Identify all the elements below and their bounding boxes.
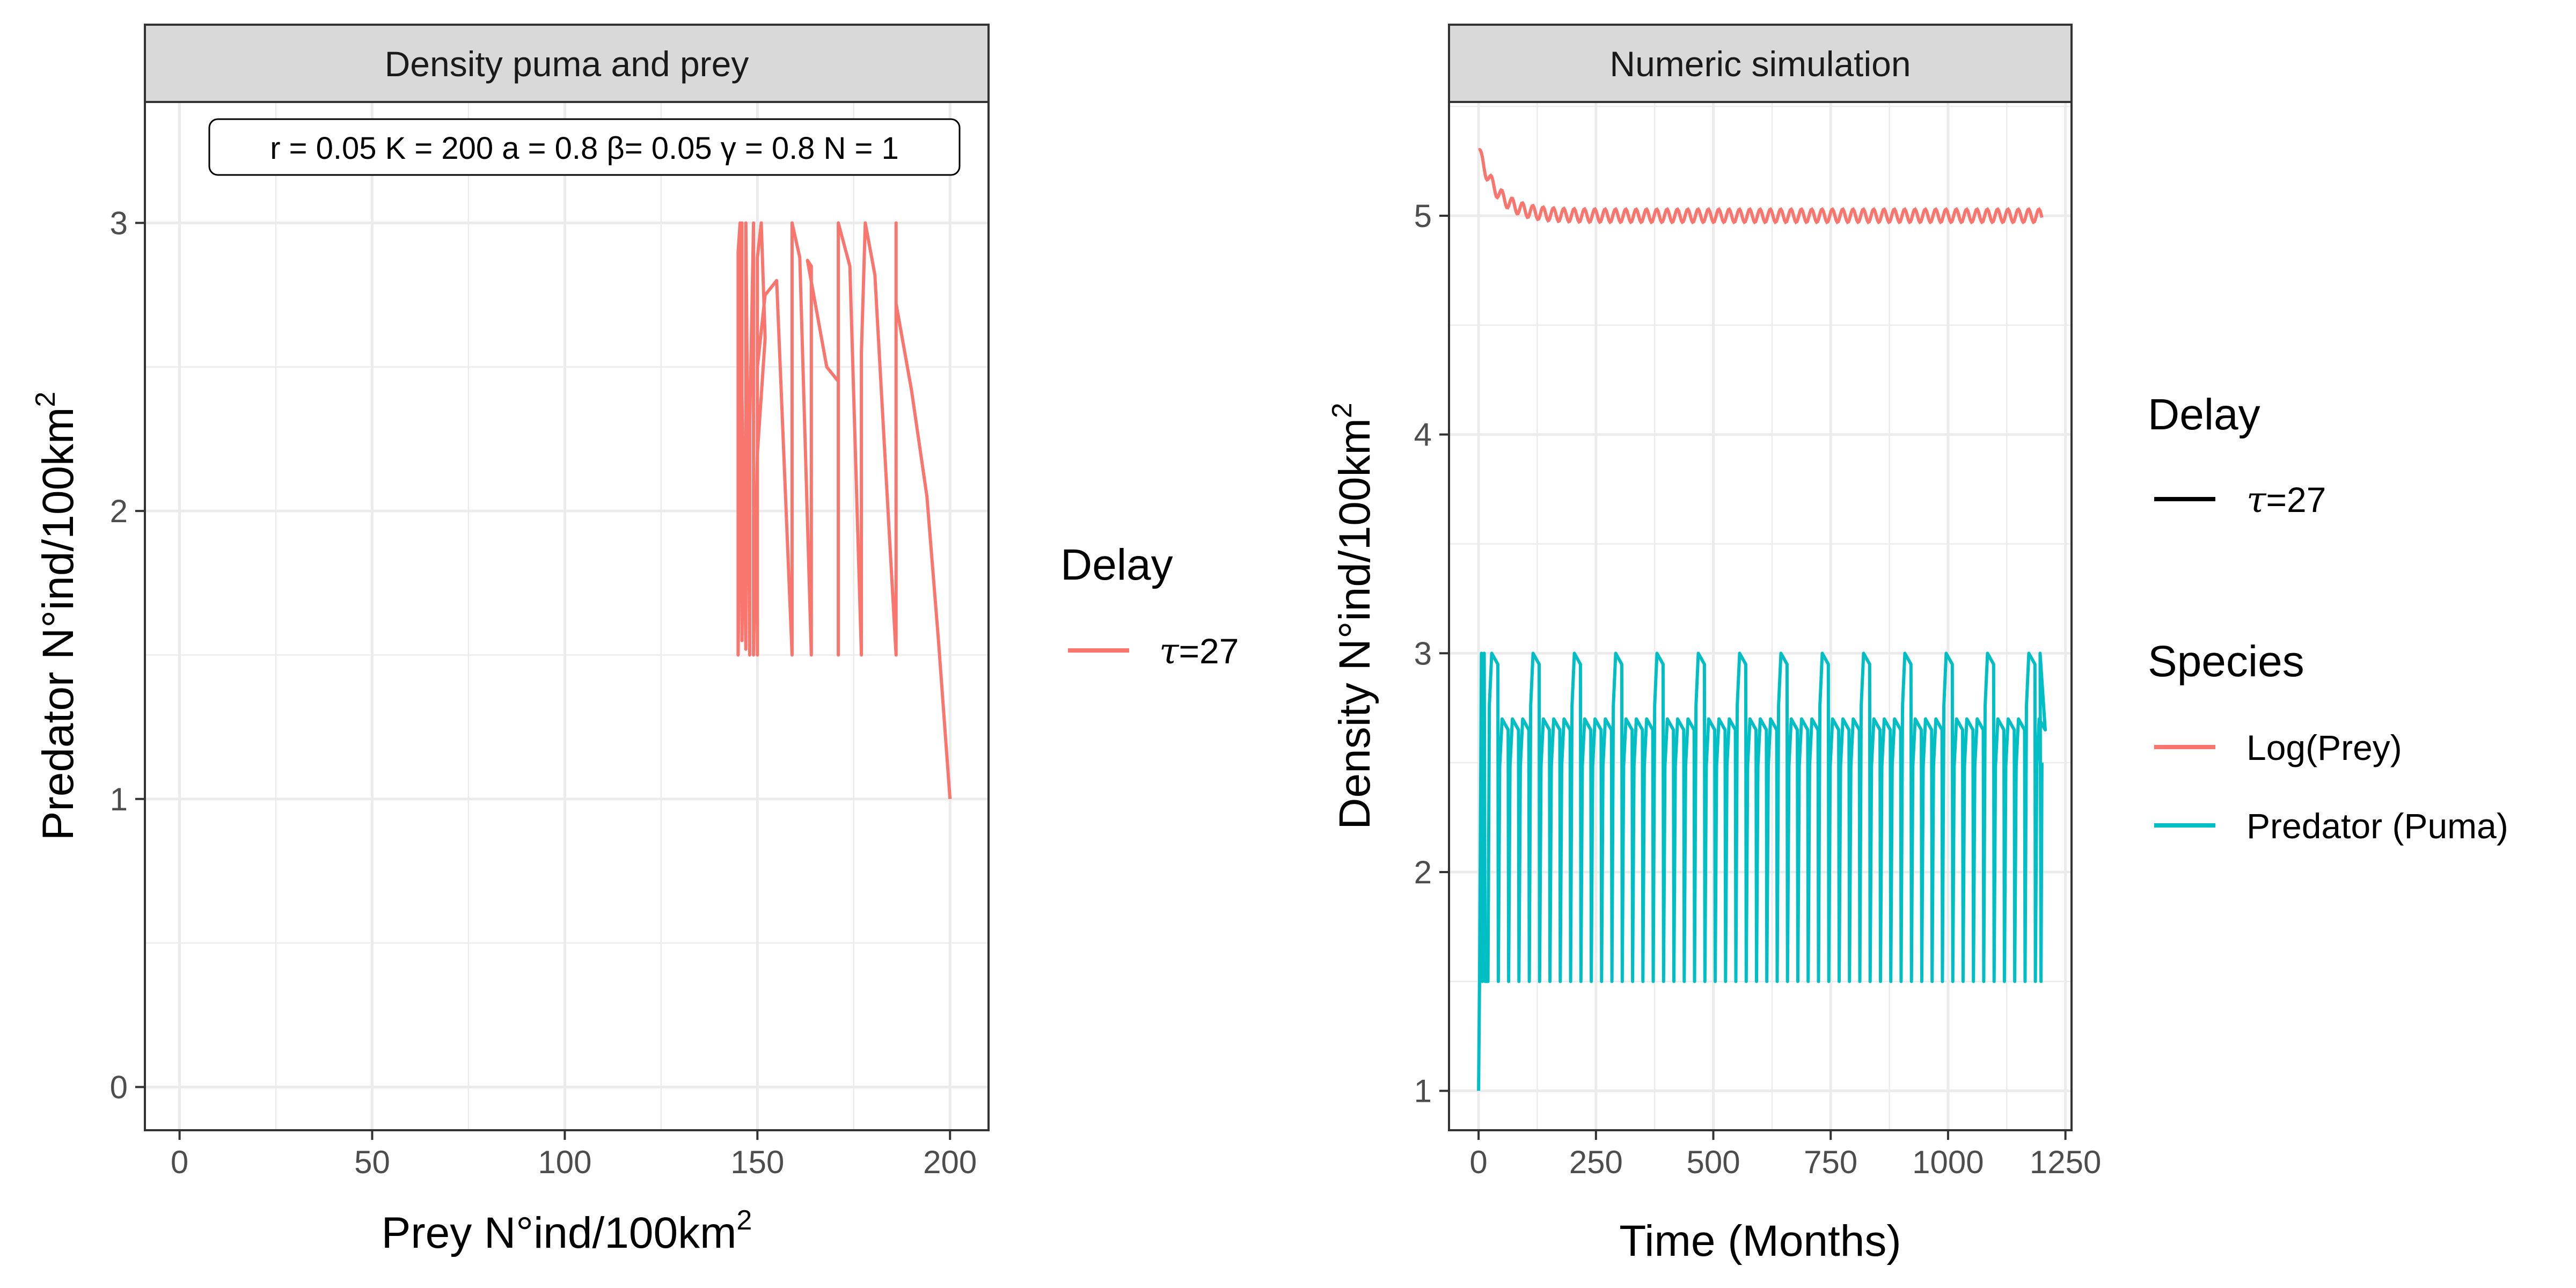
delay-legend-label: τ=27: [2246, 479, 2326, 521]
timeseries-x-tick-label: 500: [1686, 1144, 1740, 1180]
phase-y-tick-label: 0: [110, 1069, 128, 1105]
timeseries-panel-background: [1449, 102, 2072, 1130]
annotation-box: [208, 118, 961, 176]
phase-x-tick-label: 0: [171, 1144, 188, 1180]
timeseries-x-tick-label: 0: [1469, 1144, 1487, 1180]
phase-strip: [144, 24, 990, 103]
phase-y-axis-title-text: Predator N°ind/100km: [34, 407, 83, 841]
annotation-text: r = 0.05 K = 200 a = 0.8 β= 0.05 γ = 0.8…: [270, 131, 899, 166]
species-legend-label-prey: Log(Prey): [2246, 728, 2402, 767]
delay-legend-tau-symbol: τ: [2246, 479, 2267, 521]
timeseries-y-tick-label: 4: [1414, 417, 1432, 453]
phase-x-tick-label: 100: [538, 1144, 591, 1180]
phase-panel-title: Density puma and prey: [385, 44, 749, 84]
phase-legend-label-rest: =27: [1179, 631, 1239, 671]
timeseries-series-log-prey: [1478, 148, 2044, 225]
timeseries-y-tick-label: 2: [1414, 854, 1432, 890]
phase-axis-ticks: 0 50 100 150 200 0 1 2 3: [110, 205, 977, 1180]
phase-legend: Delay τ=27: [1060, 540, 1239, 672]
phase-y-tick-label: 3: [110, 205, 128, 241]
phase-legend-label: τ=27: [1159, 631, 1239, 672]
timeseries-x-tick-label: 1250: [2030, 1144, 2101, 1180]
species-legend-title: Species: [2148, 637, 2304, 686]
species-legend-label-predator: Predator (Puma): [2246, 806, 2508, 846]
timeseries-lines: [1477, 148, 2047, 1091]
delay-legend-title: Delay: [2148, 390, 2260, 439]
timeseries-x-tick-label: 250: [1569, 1144, 1623, 1180]
timeseries-y-tick-label: 5: [1414, 198, 1432, 234]
phase-y-axis-title: Predator N°ind/100km2: [30, 392, 83, 841]
phase-x-axis-title: Prey N°ind/100km2: [382, 1205, 752, 1257]
phase-legend-title: Delay: [1060, 540, 1173, 589]
timeseries-panel-title: Numeric simulation: [1609, 44, 1911, 84]
phase-x-tick-label: 200: [923, 1144, 977, 1180]
timeseries-strip: [1448, 24, 2073, 103]
timeseries-series-predator: [1477, 652, 2047, 1091]
timeseries-legend: Delay τ=27 Species Log(Prey) Predator (P…: [2148, 390, 2508, 846]
timeseries-y-tick-label: 3: [1414, 635, 1432, 671]
phase-series-line: [736, 221, 952, 800]
phase-y-tick-label: 2: [110, 493, 128, 529]
timeseries-x-axis-title: Time (Months): [1619, 1217, 1901, 1265]
timeseries-y-axis-title: Density N°ind/100km2: [1327, 402, 1379, 829]
parameter-annotation: r = 0.05 K = 200 a = 0.8 β= 0.05 γ = 0.8…: [208, 118, 961, 176]
delay-legend-label-rest: =27: [2266, 480, 2326, 519]
phase-y-axis-title-sup: 2: [30, 392, 61, 407]
phase-panel: Density puma and prey r = 0.05 K = 200 a…: [30, 24, 990, 1257]
timeseries-panel: Numeric simulation 0 250 500 750 1000 1250 1 2 3…: [1327, 24, 2102, 1265]
timeseries-y-axis-title-sup: 2: [1327, 402, 1358, 418]
phase-y-tick-label: 1: [110, 781, 128, 817]
timeseries-x-tick-label: 750: [1804, 1144, 1857, 1180]
timeseries-y-tick-label: 1: [1414, 1073, 1432, 1109]
phase-x-axis-title-sup: 2: [736, 1205, 752, 1236]
phase-x-tick-label: 150: [730, 1144, 784, 1180]
phase-x-tick-label: 50: [354, 1144, 390, 1180]
phase-trajectory: [736, 221, 952, 800]
phase-x-axis-title-text: Prey N°ind/100km: [382, 1209, 737, 1257]
timeseries-x-tick-label: 1000: [1912, 1144, 1984, 1180]
timeseries-axis-ticks: 0 250 500 750 1000 1250 1 2 3 4 5: [1414, 198, 2102, 1180]
phase-panel-background: [145, 102, 989, 1130]
timeseries-gridlines: [1449, 102, 2072, 1130]
timeseries-y-axis-title-text: Density N°ind/100km: [1330, 418, 1379, 830]
phase-legend-tau-symbol: τ: [1159, 631, 1180, 672]
